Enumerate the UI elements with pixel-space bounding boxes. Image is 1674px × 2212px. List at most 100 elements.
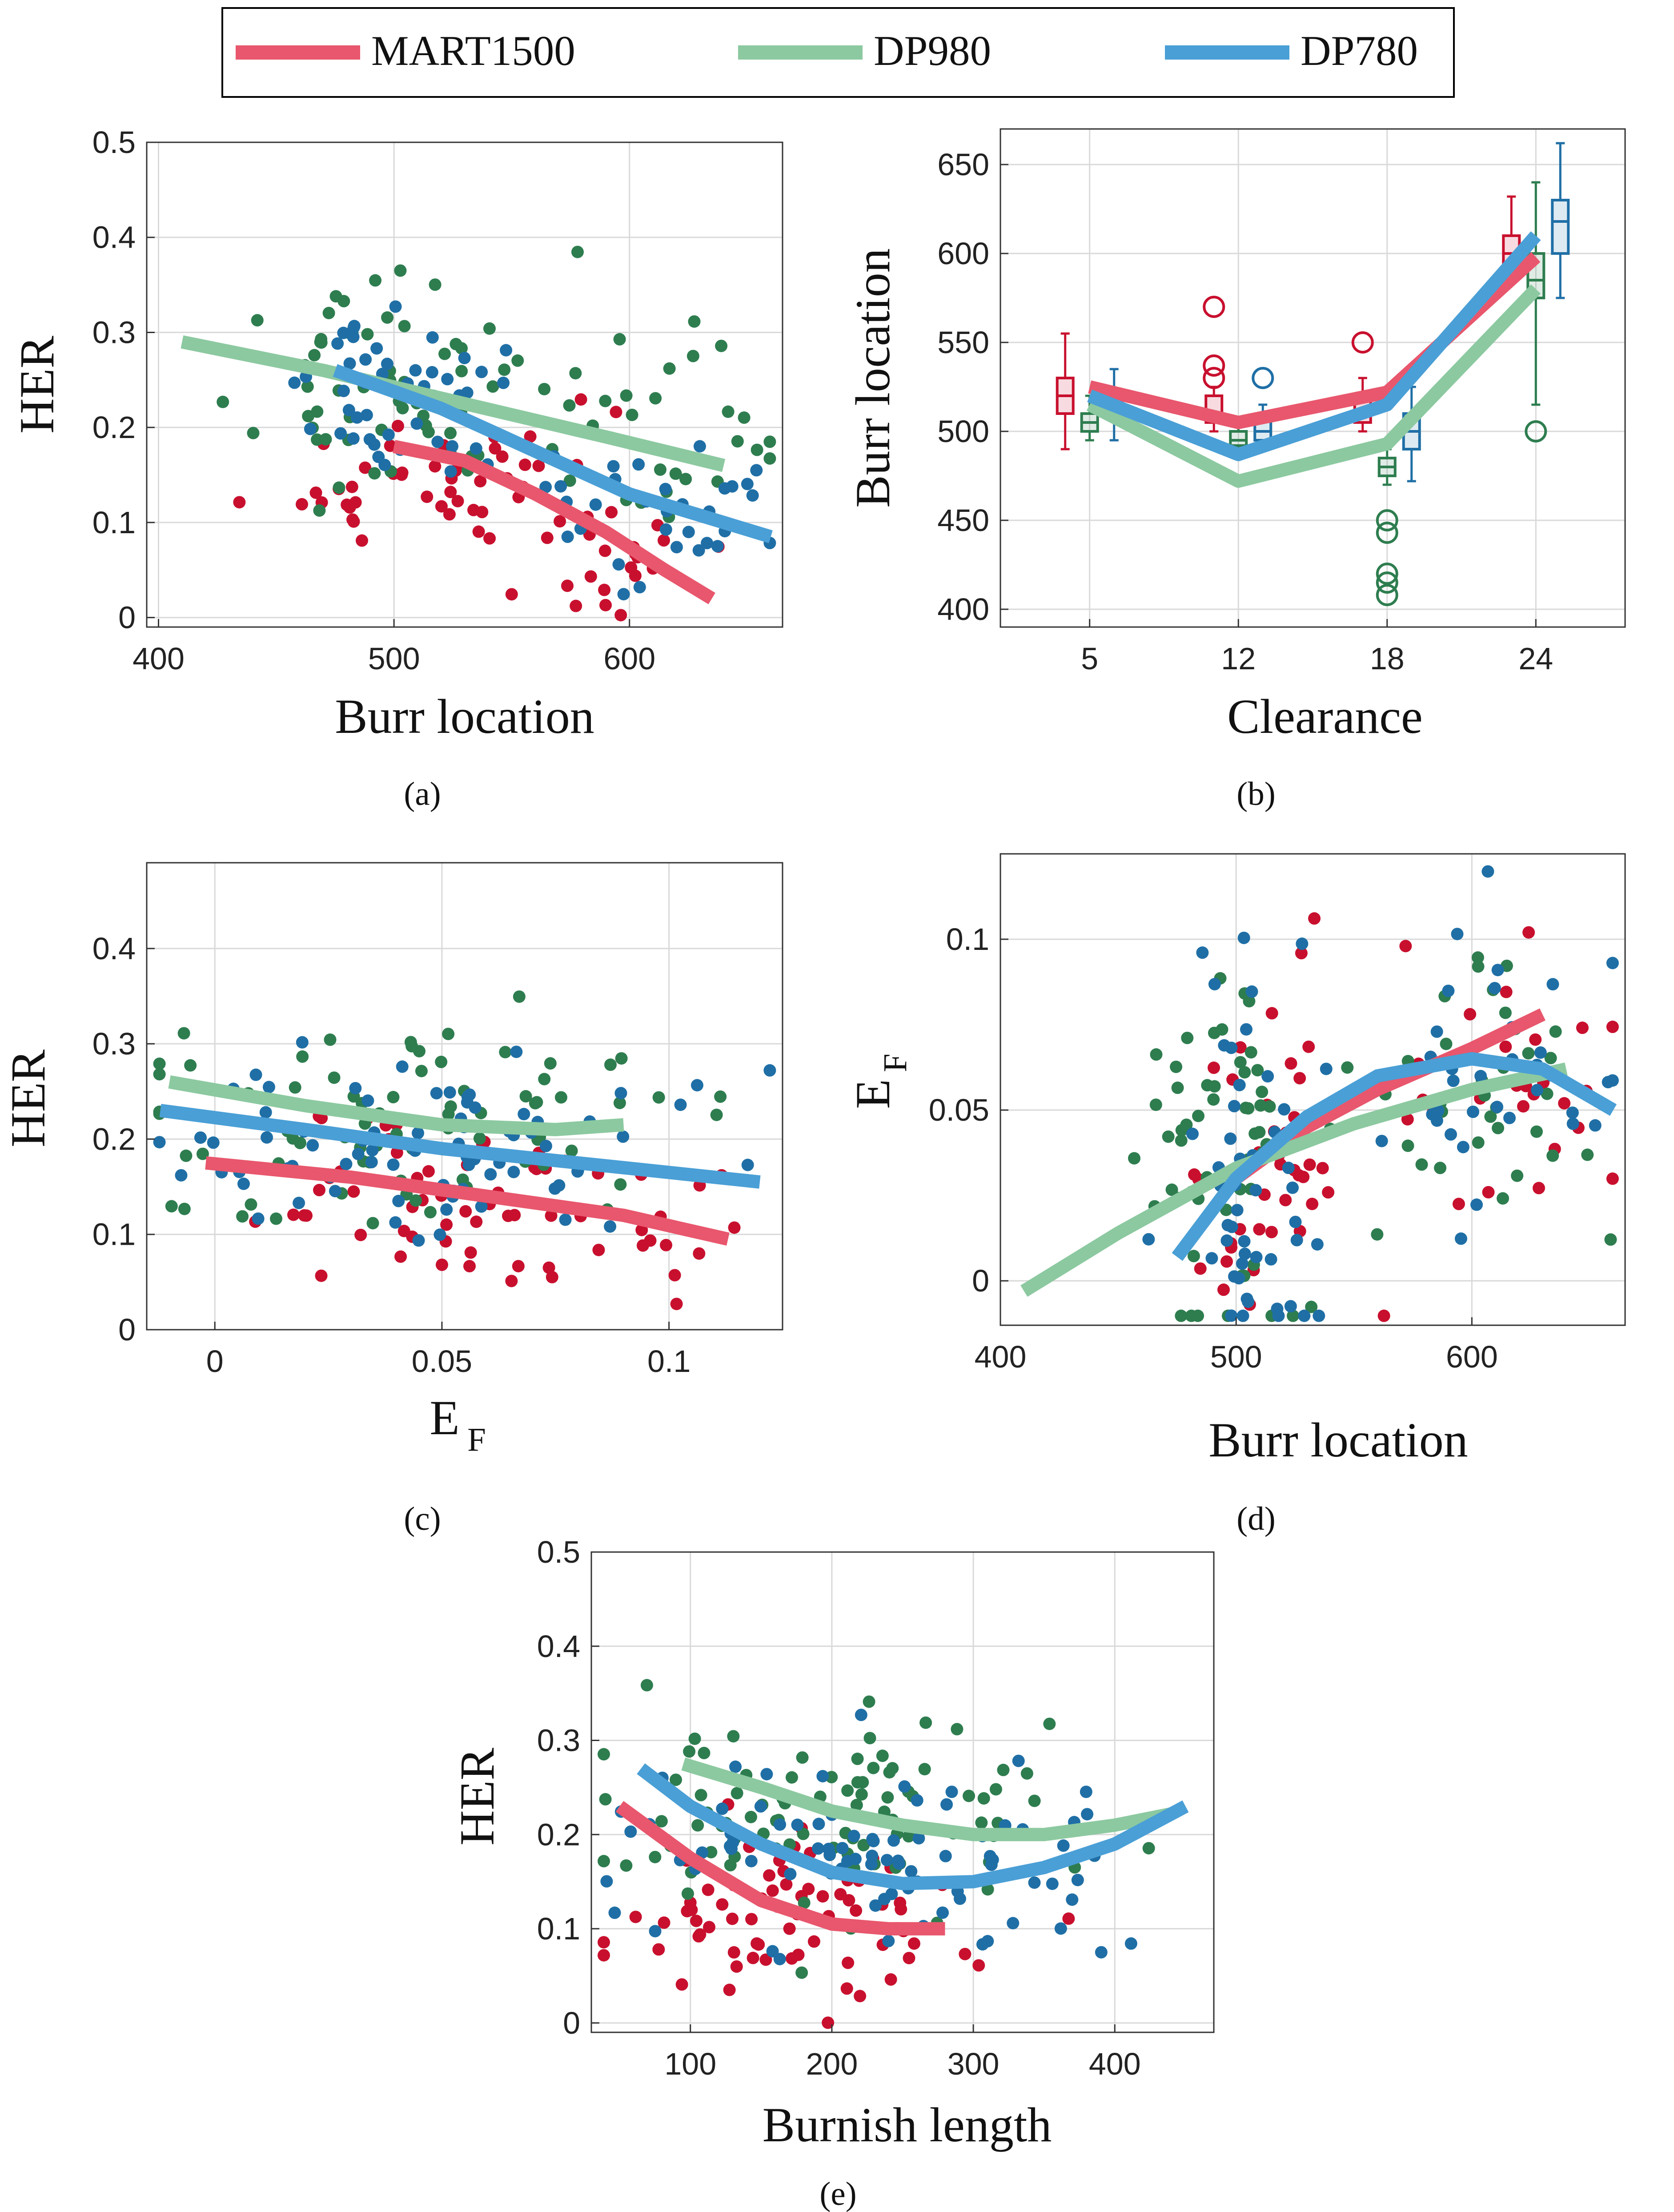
data-point-mart1500 (287, 1208, 300, 1221)
data-point-dp780 (690, 1079, 703, 1092)
data-point-dp980 (1162, 1130, 1175, 1143)
data-point-dp780 (1186, 1127, 1199, 1140)
data-point-dp980 (1472, 1136, 1485, 1149)
data-point-mart1500 (435, 500, 448, 513)
data-point-mart1500 (629, 569, 642, 582)
data-point-mart1500 (384, 439, 397, 452)
data-point-dp780 (692, 544, 705, 557)
data-point-dp980 (1440, 1038, 1453, 1050)
data-point-mart1500 (451, 495, 464, 507)
data-point-dp980 (997, 1764, 1010, 1777)
data-point-dp980 (1043, 1717, 1056, 1730)
data-point-mart1500 (657, 534, 670, 547)
data-point-dp780 (426, 331, 439, 344)
data-point-mart1500 (693, 1247, 706, 1260)
data-point-dp780 (1238, 1247, 1251, 1260)
data-point-dp980 (763, 435, 776, 448)
data-point-dp780 (1240, 1292, 1253, 1305)
data-point-dp980 (498, 363, 511, 376)
data-point-mart1500 (614, 609, 627, 622)
data-point-dp980 (599, 1793, 612, 1806)
data-point-dp980 (1341, 1061, 1354, 1074)
data-point-dp780 (1442, 985, 1455, 997)
data-point-mart1500 (315, 1269, 328, 1282)
data-point-mart1500 (545, 1209, 558, 1222)
data-point-dp780 (347, 330, 360, 343)
data-point-dp780 (763, 1064, 776, 1077)
data-point-mart1500 (1220, 1255, 1233, 1268)
data-point-dp780 (614, 1087, 627, 1100)
data-point-dp980 (867, 1762, 880, 1774)
data-point-dp980 (876, 1749, 889, 1762)
data-point-mart1500 (394, 1250, 407, 1263)
data-point-dp980 (1546, 1149, 1559, 1162)
data-point-dp980 (413, 1045, 426, 1058)
data-point-dp980 (691, 1819, 704, 1832)
data-point-dp780 (365, 1156, 378, 1169)
data-point-dp980 (654, 463, 666, 476)
panel-c-xtick-label: 0.1 (647, 1344, 690, 1379)
data-point-mart1500 (554, 515, 566, 528)
data-point-dp980 (951, 1723, 963, 1736)
data-point-mart1500 (1316, 1162, 1329, 1174)
data-point-mart1500 (346, 513, 359, 526)
data-point-dp780 (1080, 1786, 1092, 1798)
panel-e-ytick-label: 0.3 (537, 1723, 580, 1758)
data-point-mart1500 (685, 1903, 698, 1916)
panel-a-ylabel: HER (10, 335, 64, 434)
data-point-dp780 (175, 1169, 188, 1182)
data-point-dp980 (1401, 1139, 1414, 1152)
data-point-dp780 (561, 531, 574, 543)
data-point-dp980 (1208, 1080, 1221, 1093)
data-point-mart1500 (1452, 1198, 1465, 1211)
panel-a-caption: (a) (404, 776, 441, 812)
data-point-dp780 (1313, 1309, 1325, 1322)
data-point-dp780 (1589, 1119, 1602, 1132)
data-point-dp980 (918, 1763, 931, 1776)
data-point-mart1500 (502, 1210, 514, 1223)
data-point-dp980 (1208, 1026, 1220, 1039)
data-point-dp780 (976, 1938, 989, 1951)
data-point-dp980 (450, 338, 462, 350)
data-point-dp980 (1253, 1126, 1266, 1138)
data-point-dp980 (649, 1850, 662, 1863)
data-point-dp780 (389, 1216, 402, 1229)
panel-e-xtick-label: 400 (1089, 2047, 1141, 2081)
data-point-dp780 (1491, 1101, 1504, 1114)
data-point-dp980 (442, 1027, 455, 1040)
data-point-mart1500 (675, 1978, 688, 1991)
legend-label-mart1500: MART1500 (371, 27, 575, 74)
data-point-dp780 (458, 352, 471, 365)
data-point-mart1500 (895, 1903, 907, 1916)
panel-d-xlabel: Burr location (1208, 1413, 1468, 1467)
data-point-dp980 (483, 322, 496, 335)
panel-b-trend-line-dp780 (1087, 231, 1541, 461)
data-point-mart1500 (728, 1221, 741, 1234)
data-point-dp780 (741, 478, 754, 491)
data-point-dp780 (1225, 1220, 1238, 1233)
data-point-dp980 (613, 333, 626, 346)
data-point-dp780 (878, 1893, 891, 1906)
data-point-dp980 (751, 443, 763, 456)
data-point-dp780 (811, 1842, 824, 1855)
data-point-dp780 (866, 1850, 879, 1862)
panel-d-frame (1000, 853, 1626, 1326)
data-point-dp980 (881, 1791, 894, 1804)
panel-d-ylabel-subscript: F (877, 1054, 914, 1072)
data-point-dp980 (296, 1050, 309, 1063)
data-point-dp980 (1497, 1192, 1509, 1205)
data-point-dp980 (196, 1147, 209, 1160)
data-point-mart1500 (703, 1921, 716, 1934)
data-point-dp980 (1020, 1767, 1033, 1780)
data-point-dp780 (659, 523, 672, 536)
data-point-dp780 (539, 1139, 552, 1152)
data-point-dp980 (797, 1827, 810, 1840)
data-point-dp780 (1012, 1754, 1025, 1767)
panel-b-xtick-label: 5 (1081, 641, 1098, 676)
data-point-dp780 (945, 1786, 958, 1798)
legend-label-dp980: DP980 (874, 27, 991, 74)
panel-b-ytick-label: 500 (937, 414, 989, 449)
data-point-dp980 (640, 1679, 653, 1692)
